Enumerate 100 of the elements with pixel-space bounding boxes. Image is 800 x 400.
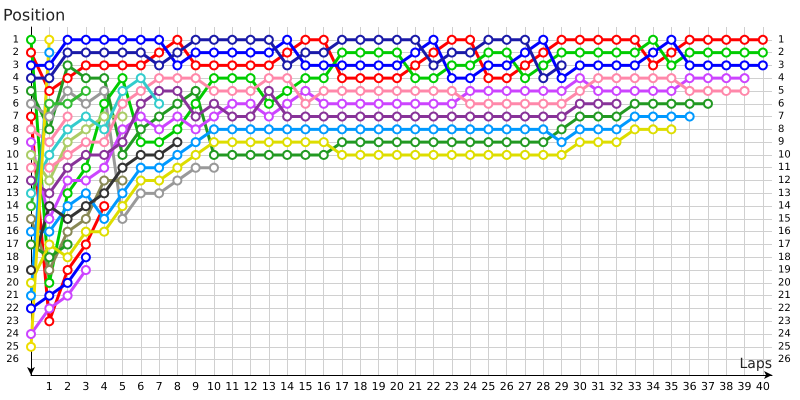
point [117, 188, 128, 198]
point [208, 112, 219, 122]
point [154, 162, 164, 173]
point [556, 60, 567, 70]
point [172, 73, 182, 84]
y2-tick-label: 11 [778, 162, 791, 174]
point [666, 73, 676, 84]
point [483, 73, 494, 84]
point [318, 73, 329, 84]
point [538, 34, 548, 45]
y2-tick-label: 3 [778, 60, 784, 71]
point [117, 124, 128, 134]
y-tick-label: 3 [12, 60, 19, 71]
point [630, 73, 640, 84]
point [721, 73, 732, 84]
point [410, 60, 420, 70]
point [702, 48, 713, 58]
point [282, 98, 292, 109]
point [556, 34, 567, 45]
point [520, 98, 530, 109]
point [44, 162, 54, 173]
point [520, 34, 530, 45]
point [300, 34, 310, 45]
point [136, 188, 146, 198]
point [62, 98, 73, 109]
point [282, 86, 292, 96]
point [574, 137, 585, 148]
point [740, 73, 750, 84]
point [611, 112, 622, 122]
point [428, 112, 439, 122]
point [374, 73, 384, 84]
point [538, 48, 548, 58]
point [117, 214, 128, 224]
point [300, 112, 310, 122]
point [392, 48, 402, 58]
point [44, 316, 54, 326]
x-tick-label: 37 [700, 380, 715, 393]
y-tick-label: 20 [6, 277, 19, 288]
y-tick-label: 19 [6, 264, 19, 276]
point [318, 34, 329, 45]
point [300, 150, 310, 160]
point [446, 137, 457, 148]
point [446, 48, 457, 58]
point [190, 150, 201, 160]
point [26, 98, 36, 109]
x-tick-label: 22 [426, 380, 441, 393]
point [136, 162, 146, 173]
point [666, 112, 676, 122]
point [80, 34, 91, 45]
point [300, 86, 310, 96]
x-tick-label: 33 [628, 380, 642, 393]
point [574, 34, 585, 45]
point [117, 48, 128, 58]
point [136, 150, 146, 160]
point [410, 124, 420, 134]
point [392, 124, 402, 134]
y2-tick-label: 7 [778, 111, 784, 122]
point [721, 34, 732, 45]
point [44, 201, 54, 212]
point [593, 98, 604, 109]
point [630, 60, 640, 70]
point [556, 86, 567, 96]
point [630, 48, 640, 58]
point [758, 60, 768, 70]
y2-tick-label: 5 [778, 85, 784, 96]
point [684, 112, 695, 122]
y2-tick-label: 6 [778, 98, 784, 110]
point [26, 162, 36, 173]
point [556, 150, 567, 160]
point [80, 86, 91, 96]
point [99, 226, 110, 237]
point [208, 98, 219, 109]
point [172, 48, 182, 58]
x-tick-label: 12 [244, 380, 258, 393]
x-tick-label: 32 [609, 380, 624, 393]
y-tick-label: 8 [12, 124, 19, 135]
x-tick-label: 10 [206, 380, 221, 393]
point [246, 60, 256, 70]
point [593, 48, 604, 58]
point [117, 162, 128, 173]
point [630, 112, 640, 122]
point [26, 73, 36, 84]
point [282, 34, 292, 45]
point [80, 252, 91, 262]
point [593, 60, 604, 70]
point [666, 60, 676, 70]
point [264, 48, 274, 58]
point [99, 150, 110, 160]
point [44, 48, 54, 58]
point [154, 150, 164, 160]
y2-tick-label: 14 [778, 200, 791, 212]
x-tick-label: 19 [372, 380, 386, 393]
point [483, 60, 494, 70]
point [300, 73, 310, 84]
x-tick-label: 38 [719, 380, 734, 393]
x-tick-label: 26 [500, 380, 514, 393]
point [44, 176, 54, 186]
point [374, 48, 384, 58]
point [520, 137, 530, 148]
y2-tick-label: 9 [778, 136, 784, 148]
